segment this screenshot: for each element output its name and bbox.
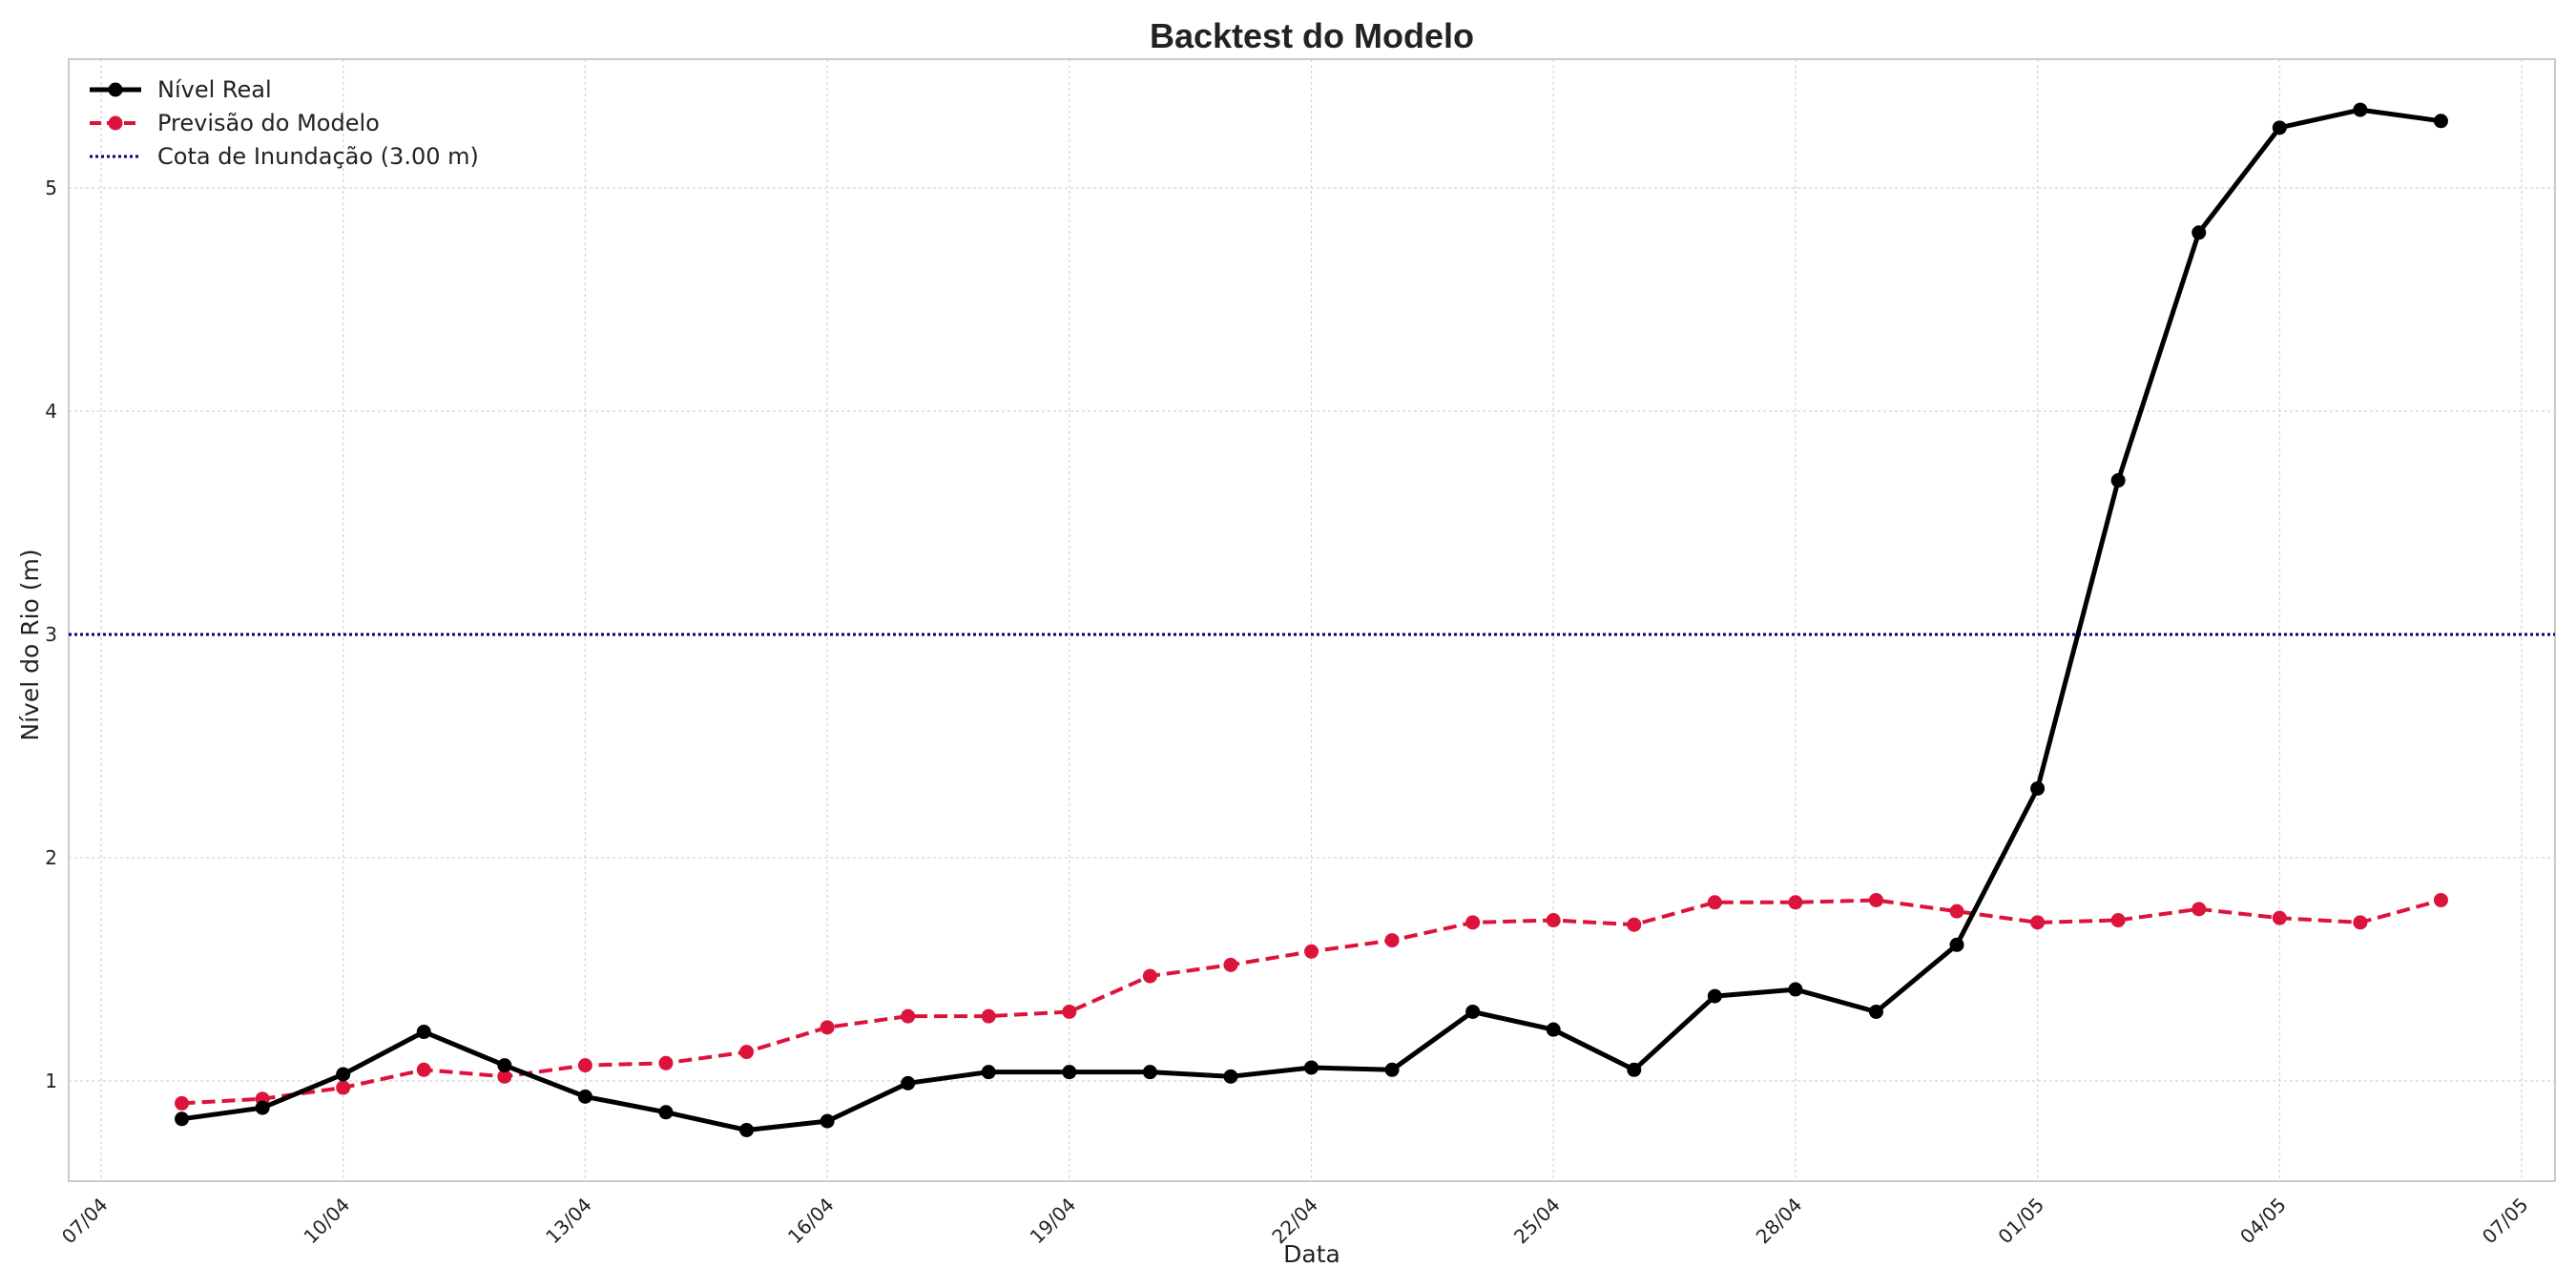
data-point <box>1142 1065 1157 1080</box>
data-point <box>255 1100 270 1115</box>
data-point <box>1707 988 1722 1004</box>
data-point <box>1062 1065 1077 1080</box>
data-point <box>1142 968 1157 984</box>
data-point <box>1384 933 1400 948</box>
data-point <box>739 1122 755 1137</box>
data-point <box>1788 895 1803 910</box>
data-point <box>2272 910 2287 925</box>
data-point <box>577 1058 592 1073</box>
data-point <box>1304 944 1319 959</box>
data-point <box>336 1067 351 1082</box>
series-lines <box>175 102 2448 1137</box>
data-point <box>901 1008 916 1024</box>
data-point <box>1223 957 1238 972</box>
data-point <box>658 1105 674 1120</box>
data-point <box>175 1111 190 1127</box>
data-point <box>981 1065 996 1080</box>
data-point <box>175 1095 190 1111</box>
legend-label: Cota de Inundação (3.00 m) <box>157 143 479 170</box>
data-point <box>2353 102 2368 117</box>
y-axis-label: Nível do Rio (m) <box>16 549 44 740</box>
data-point <box>2272 120 2287 135</box>
legend-marker <box>108 115 123 131</box>
data-point <box>1223 1069 1238 1084</box>
data-point <box>1384 1062 1400 1077</box>
data-point <box>1627 1062 1642 1077</box>
data-point <box>1868 892 1883 907</box>
y-tick-label: 1 <box>45 1070 57 1092</box>
data-point <box>2192 225 2207 240</box>
legend-item: Cota de Inundação (3.00 m) <box>90 143 479 170</box>
y-tick-label: 2 <box>45 846 57 869</box>
data-point <box>1546 913 1561 928</box>
y-tick-label: 4 <box>45 400 57 423</box>
data-point <box>2433 892 2448 907</box>
data-point <box>497 1058 512 1073</box>
data-point <box>2110 913 2126 928</box>
legend: Nível Real Previsão do Modelo Cota de Inun… <box>90 76 479 170</box>
data-point <box>1788 982 1803 997</box>
data-point <box>820 1113 835 1129</box>
data-point <box>416 1062 431 1077</box>
chart-title: Backtest do Modelo <box>1150 16 1474 55</box>
data-point <box>1465 915 1481 930</box>
data-point <box>1062 1004 1077 1019</box>
x-axis-label: Data <box>1283 1240 1340 1268</box>
y-tick-label: 5 <box>45 177 57 199</box>
legend-label: Previsão do Modelo <box>157 110 380 136</box>
data-point <box>1546 1022 1561 1037</box>
legend-marker <box>108 82 123 97</box>
data-point <box>1868 1004 1883 1019</box>
legend-item: Previsão do Modelo <box>90 110 380 136</box>
data-point <box>1304 1060 1319 1075</box>
data-point <box>2110 473 2126 488</box>
legend-label: Nível Real <box>157 76 272 103</box>
series-nivel-real <box>175 102 2448 1137</box>
data-point <box>658 1055 674 1070</box>
data-point <box>497 1069 512 1084</box>
legend-item: Nível Real <box>90 76 272 103</box>
series-previsao-do-modelo <box>175 892 2448 1111</box>
data-point <box>1465 1004 1481 1019</box>
data-point <box>336 1080 351 1095</box>
data-point <box>2030 780 2046 796</box>
data-point <box>739 1045 755 1060</box>
data-point <box>416 1025 431 1040</box>
data-point <box>577 1089 592 1104</box>
data-point <box>2192 902 2207 917</box>
data-point <box>1627 917 1642 932</box>
y-tick-label: 3 <box>45 623 57 646</box>
data-point <box>981 1008 996 1024</box>
data-point <box>1949 937 1964 952</box>
data-point <box>2353 915 2368 930</box>
data-point <box>820 1020 835 1035</box>
data-point <box>1949 904 1964 919</box>
data-point <box>901 1075 916 1091</box>
plot-frame <box>68 58 2556 1182</box>
data-point <box>2030 915 2046 930</box>
data-point <box>2433 114 2448 129</box>
data-point <box>1707 895 1722 910</box>
